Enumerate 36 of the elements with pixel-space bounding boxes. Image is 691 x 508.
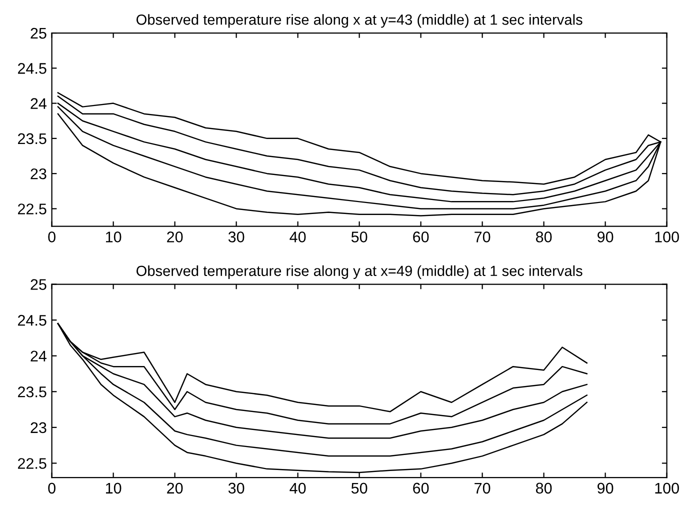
chart-title: Observed temperature rise along y at x=49 (middle) at 1 sec intervals [136,265,582,279]
y-tick-label: 24 [30,98,47,109]
y-tick-label: 25 [30,279,46,290]
y-tick-label: 22.5 [18,204,46,214]
y-tick-label: 22.5 [18,458,46,469]
y-tick-label: 24 [30,350,47,362]
x-tick-label: 50 [351,232,368,242]
x-tick-label: 60 [413,482,429,494]
x-tick-label: 90 [598,482,614,494]
x-tick-label: 40 [290,482,306,494]
x-tick-label: 20 [167,482,183,494]
y-tick-label: 24.5 [18,314,46,326]
x-tick-label: 100 [655,482,679,494]
x-tick-label: 100 [655,232,679,242]
chart-title: Observed temperature rise along x at y=43 (middle) at 1 sec intervals [136,14,582,28]
y-tick-label: 23.5 [18,386,46,398]
y-tick-label: 25 [30,28,46,39]
x-tick-label: 20 [167,232,183,242]
x-tick-label: 10 [106,232,122,242]
x-tick-label: 90 [598,232,614,242]
x-tick-label: 80 [536,232,552,242]
x-tick-label: 10 [106,482,122,494]
y-tick-label: 23 [30,422,46,434]
x-tick-label: 80 [536,482,552,494]
x-tick-label: 60 [413,232,429,242]
y-tick-label: 23 [30,168,46,180]
y-tick-label: 24.5 [18,63,46,74]
y-tick-label: 23.5 [18,133,46,144]
x-tick-label: 30 [228,482,244,494]
x-tick-label: 0 [48,232,56,242]
x-tick-label: 50 [351,482,368,494]
x-tick-label: 70 [474,232,490,242]
x-tick-label: 70 [474,482,490,494]
x-tick-label: 0 [48,482,56,494]
x-tick-label: 30 [228,232,244,242]
x-tick-label: 40 [290,232,306,242]
